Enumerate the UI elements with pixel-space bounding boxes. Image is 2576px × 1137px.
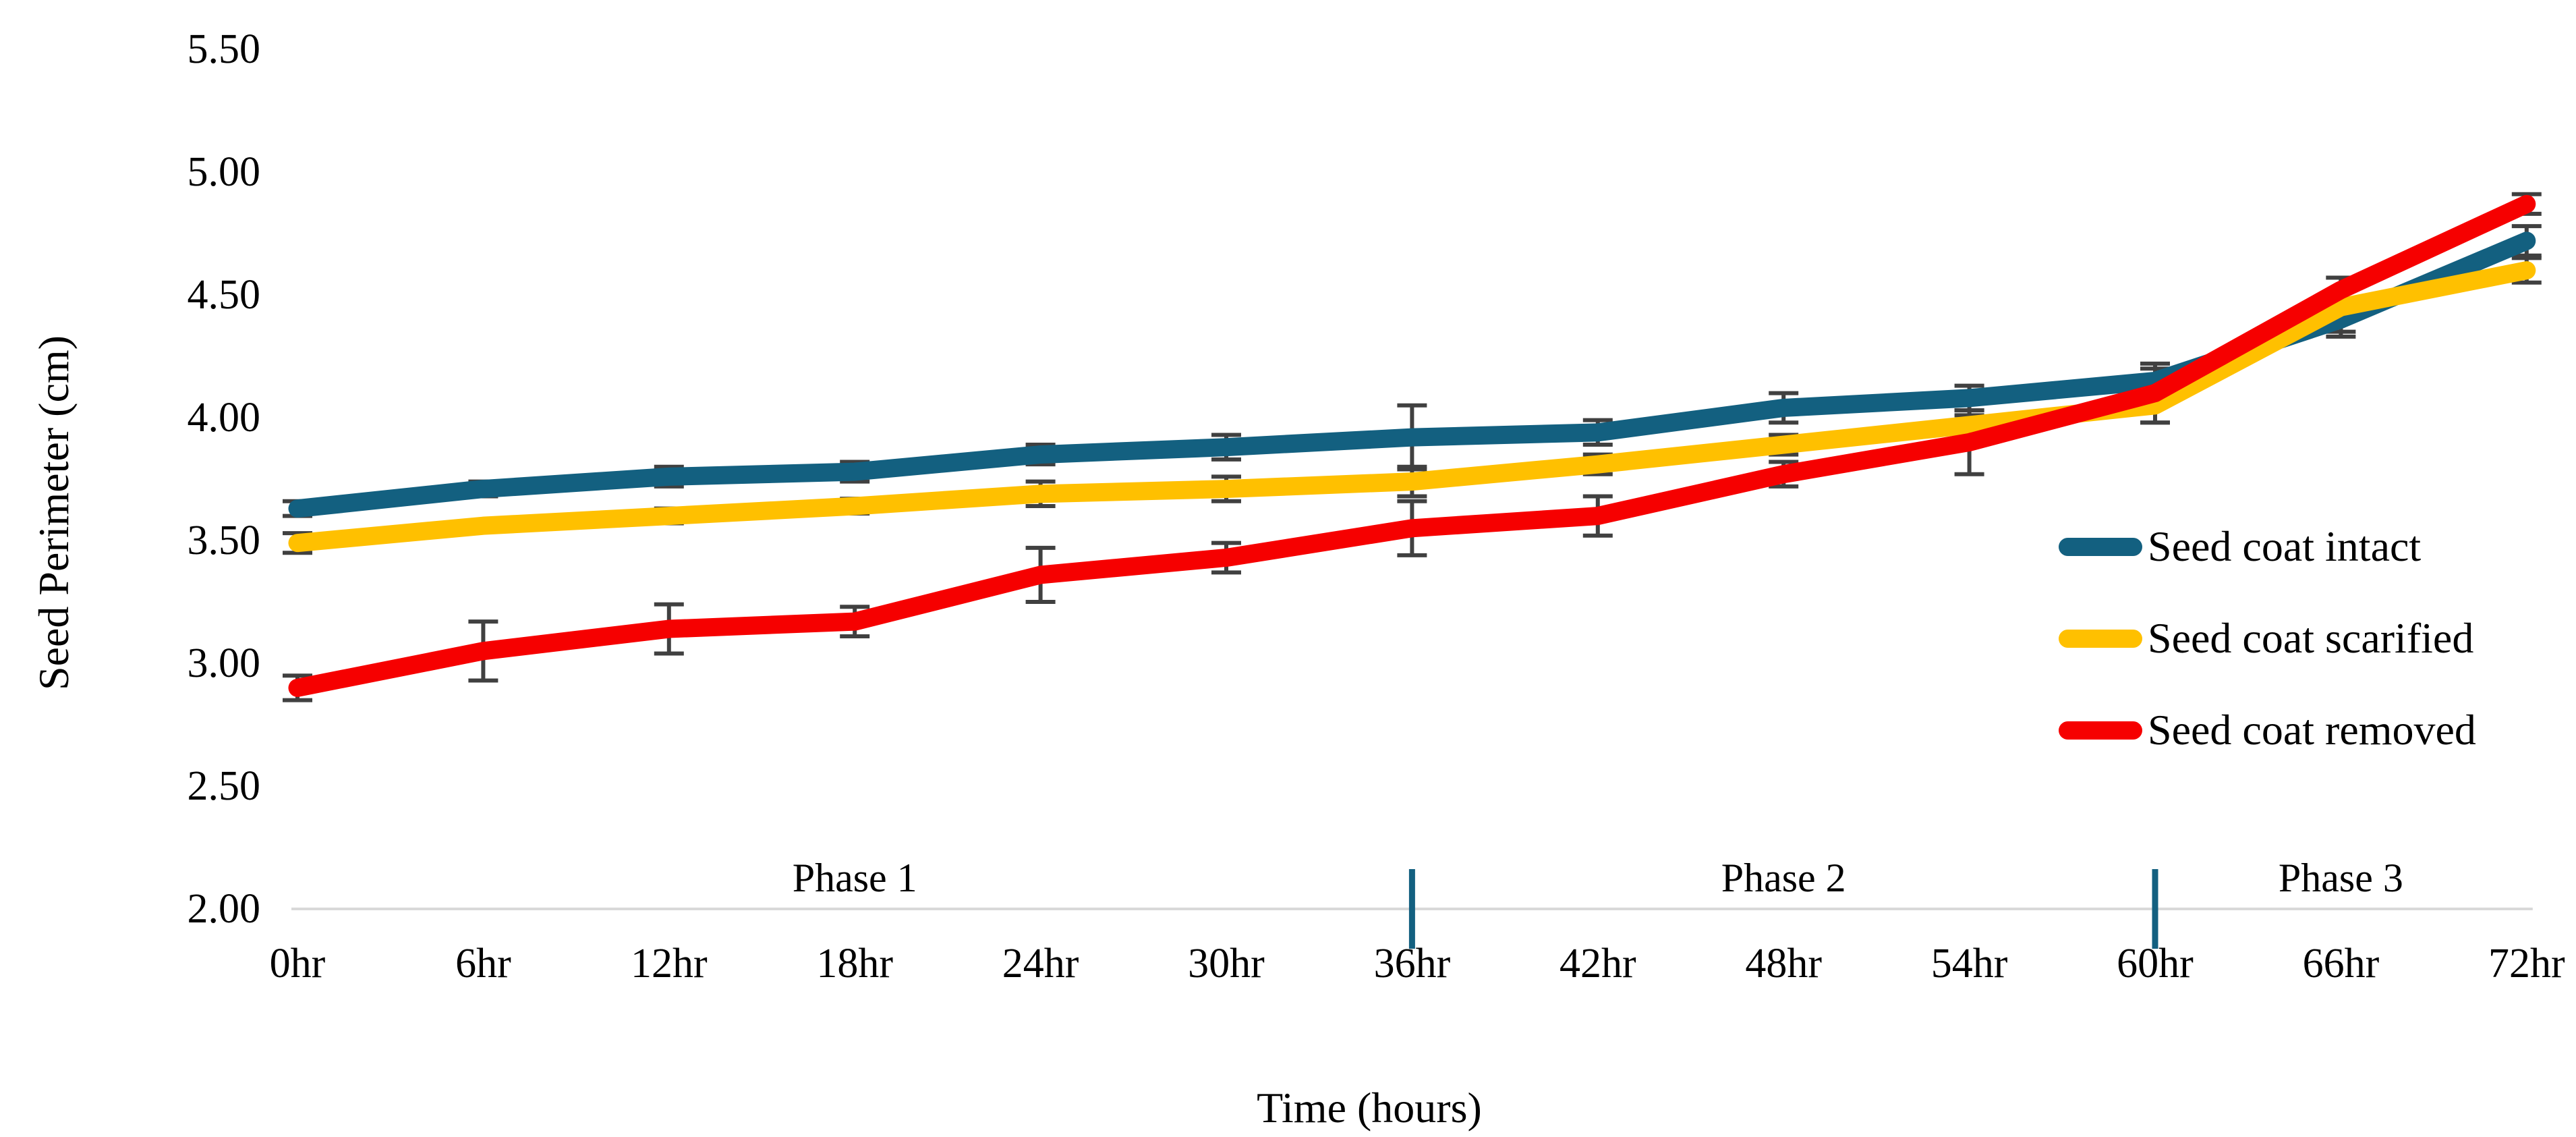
y-tick-label-5.00: 5.00	[188, 149, 261, 195]
y-tick-label-2.50: 2.50	[188, 763, 261, 809]
y-tick-label-5.50: 5.50	[188, 26, 261, 72]
y-tick-label-4.50: 4.50	[188, 272, 261, 318]
phase-label-1: Phase 1	[793, 856, 917, 900]
legend-label-seed-coat-removed: Seed coat removed	[2148, 706, 2476, 754]
x-tick-label-24hr: 24hr	[1002, 941, 1079, 987]
series-line-seed-coat-intact	[288, 231, 2536, 518]
y-axis-title: Seed Perimeter (cm)	[30, 335, 78, 690]
x-axis-title: Time (hours)	[1257, 1084, 1482, 1132]
legend-label-seed-coat-intact: Seed coat intact	[2148, 522, 2422, 570]
x-tick-label-36hr: 36hr	[1374, 941, 1451, 987]
x-tick-label-0hr: 0hr	[270, 941, 326, 987]
x-tick-label-12hr: 12hr	[631, 941, 708, 987]
x-tick-label-54hr: 54hr	[1931, 941, 2008, 987]
legend: Seed coat intact Seed coat scarified See…	[2059, 501, 2476, 776]
x-tick-label-48hr: 48hr	[1745, 941, 1822, 987]
legend-label-seed-coat-scarified: Seed coat scarified	[2148, 614, 2474, 662]
x-tick-label-6hr: 6hr	[455, 941, 511, 987]
x-tick-label-18hr: 18hr	[816, 941, 893, 987]
legend-swatch-seed-coat-removed	[2059, 721, 2142, 740]
legend-swatch-seed-coat-intact	[2059, 537, 2142, 556]
y-tick-label-3.00: 3.00	[188, 640, 261, 686]
x-tick-label-72hr: 72hr	[2488, 941, 2565, 987]
series-line-seed-coat-scarified	[288, 261, 2536, 553]
legend-item-seed-coat-removed: Seed coat removed	[2059, 684, 2476, 776]
legend-item-seed-coat-intact: Seed coat intact	[2059, 501, 2476, 592]
phase-label-2: Phase 2	[1721, 856, 1846, 900]
y-tick-label-4.00: 4.00	[188, 395, 261, 441]
x-tick-label-42hr: 42hr	[1559, 941, 1636, 987]
x-tick-label-30hr: 30hr	[1188, 941, 1265, 987]
series-line-seed-coat-removed	[288, 194, 2536, 697]
y-tick-label-3.50: 3.50	[188, 518, 261, 563]
legend-item-seed-coat-scarified: Seed coat scarified	[2059, 592, 2476, 684]
y-tick-label-2.00: 2.00	[188, 886, 261, 932]
legend-swatch-seed-coat-scarified	[2059, 629, 2142, 648]
phase-label-3: Phase 3	[2279, 856, 2403, 900]
x-tick-label-66hr: 66hr	[2303, 941, 2380, 987]
x-tick-label-60hr: 60hr	[2117, 941, 2194, 987]
